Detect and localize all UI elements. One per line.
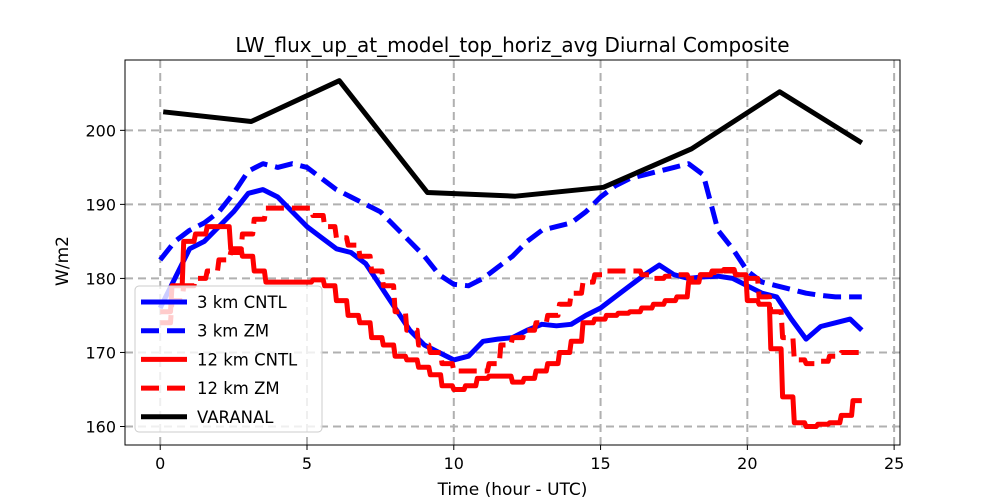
x-axis-label: Time (hour - UTC) <box>437 480 588 500</box>
series-line-12-km-cntl <box>160 224 862 429</box>
y-tick-label: 170 <box>85 343 116 362</box>
legend-label-12-km-zm: 12 km ZM <box>197 379 280 398</box>
legend-label-varanal: VARANAL <box>197 408 274 427</box>
axis-ticks: 0 5 10 15 20 25 160 170 180 190 200 <box>85 121 904 473</box>
y-axis-label: W/m2 <box>53 236 73 286</box>
chart-title: LW_flux_up_at_model_top_horiz_avg Diurna… <box>235 33 789 57</box>
series-line-12-km-zm <box>160 205 862 374</box>
x-tick-label: 25 <box>884 454 904 473</box>
y-tick-label: 160 <box>85 417 116 436</box>
x-tick-label: 5 <box>302 454 312 473</box>
y-tick-label: 180 <box>85 269 116 288</box>
y-tick-label: 200 <box>85 121 116 140</box>
series-line-varanal <box>162 78 864 199</box>
legend-label-3-km-cntl: 3 km CNTL <box>197 293 288 312</box>
series-line-3-km-zm <box>158 161 862 300</box>
legend-label-3-km-zm: 3 km ZM <box>197 322 269 341</box>
x-tick-label: 0 <box>155 454 165 473</box>
x-tick-label: 20 <box>737 454 757 473</box>
legend: 3 km CNTL 3 km ZM 12 km CNTL 12 km ZM VARANA… <box>134 285 323 433</box>
y-tick-label: 190 <box>85 195 116 214</box>
legend-box <box>134 285 323 433</box>
x-tick-label: 10 <box>444 454 464 473</box>
legend-label-12-km-cntl: 12 km CNTL <box>197 350 298 369</box>
plot-frame <box>124 59 901 446</box>
series-lines <box>157 78 864 429</box>
x-tick-label: 15 <box>590 454 610 473</box>
